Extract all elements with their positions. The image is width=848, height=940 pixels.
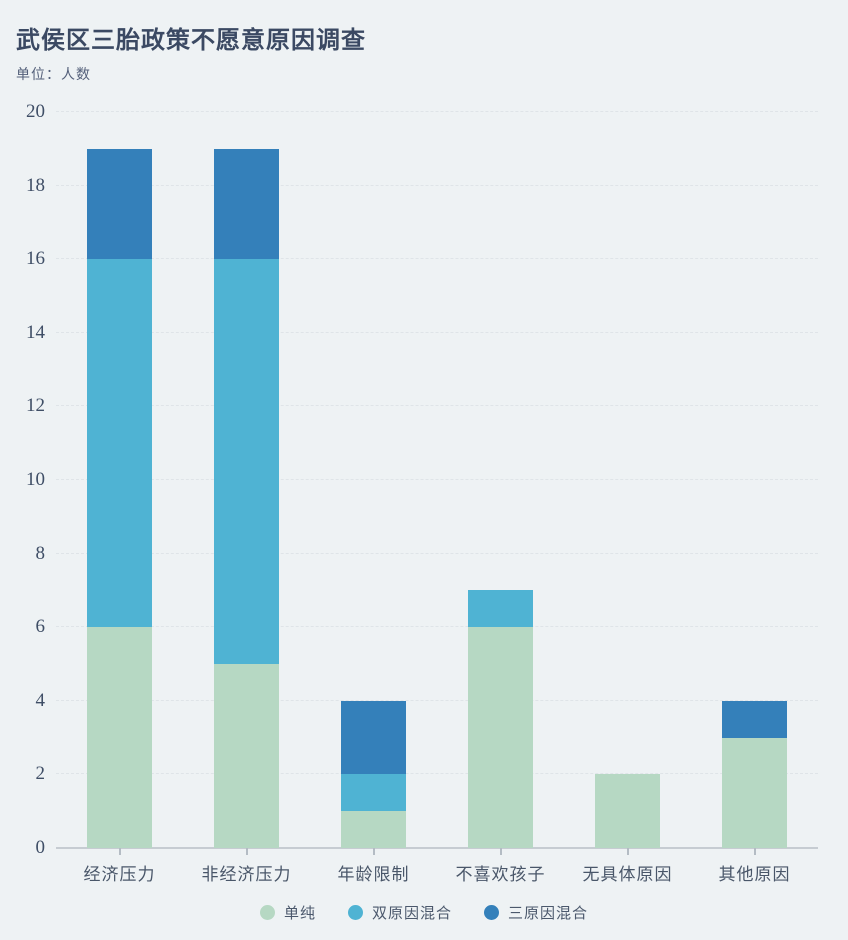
x-axis-tick: [118, 848, 121, 855]
bar-segment[interactable]: [468, 590, 533, 628]
bar-segment[interactable]: [341, 700, 406, 775]
gridline: [56, 626, 818, 628]
legend-label: 三原因混合: [508, 905, 589, 922]
y-axis-tick-label: 14: [26, 321, 45, 343]
y-axis-tick-label: 8: [35, 542, 46, 564]
legend-label: 单纯: [283, 905, 316, 922]
gridline: [56, 331, 818, 333]
y-axis-tick-label: 18: [26, 174, 45, 196]
chart-legend: 单纯 双原因混合 三原因混合: [0, 902, 848, 923]
x-axis-category-label: 年龄限制: [337, 865, 410, 884]
legend-swatch-icon: [259, 905, 275, 920]
y-axis-tick-label: 6: [35, 616, 46, 638]
bar-segment[interactable]: [341, 774, 406, 812]
gridline: [56, 699, 818, 701]
plot-area: [56, 111, 818, 855]
bar-segment[interactable]: [214, 148, 279, 260]
y-axis-tick-label: 0: [35, 837, 46, 858]
x-axis-tick: [753, 848, 756, 855]
x-axis-category-label: 不喜欢孩子: [455, 865, 546, 884]
bar-segment[interactable]: [214, 259, 279, 664]
bar-5[interactable]: [595, 112, 660, 848]
chart-header: 武侯区三胎政策不愿意原因调查 单位：人数: [16, 20, 366, 84]
x-axis-category-label: 经济压力: [83, 865, 156, 884]
x-axis-tick: [626, 848, 629, 855]
bar-1[interactable]: [87, 112, 152, 848]
bar-2[interactable]: [214, 112, 279, 848]
y-axis-tick-label: 16: [26, 248, 45, 270]
y-axis-tick-label: 20: [26, 101, 45, 122]
y-axis-tick-label: 12: [26, 395, 45, 417]
gridline: [56, 773, 818, 775]
legend-label: 双原因混合: [371, 905, 452, 922]
bar-segment[interactable]: [87, 627, 152, 848]
bar-segment[interactable]: [595, 774, 660, 848]
legend-swatch-icon: [347, 905, 363, 920]
x-axis-category-label: 无具体原因: [582, 865, 673, 884]
y-axis-tick-label: 4: [35, 689, 46, 711]
legend-item[interactable]: 双原因混合: [347, 902, 452, 923]
x-axis-line: [56, 847, 818, 849]
gridline: [56, 552, 818, 554]
gridline: [56, 184, 818, 186]
chart-title: 武侯区三胎政策不愿意原因调查: [16, 27, 366, 54]
x-axis-tick: [499, 848, 502, 855]
x-axis-category-labels: 经济压力 非经济压力 年龄限制 不喜欢孩子 无具体原因 其他原因: [56, 860, 818, 884]
x-axis-tick: [372, 848, 375, 855]
bar-4[interactable]: [468, 112, 533, 848]
bar-6[interactable]: [722, 112, 787, 848]
gridline: [56, 111, 818, 112]
x-axis-category-label: 其他原因: [718, 865, 791, 884]
bar-segment[interactable]: [468, 627, 533, 848]
bar-segment[interactable]: [341, 811, 406, 848]
x-axis-category-label: 非经济压力: [201, 865, 292, 884]
bar-segment[interactable]: [722, 737, 787, 848]
bar-segment[interactable]: [722, 700, 787, 738]
bar-segment[interactable]: [87, 148, 152, 260]
bar-segment[interactable]: [214, 664, 279, 848]
bar-3[interactable]: [341, 112, 406, 848]
bar-segment[interactable]: [87, 259, 152, 628]
x-axis-tick: [245, 848, 248, 855]
y-axis-tick-label: 10: [26, 469, 45, 490]
legend-swatch-icon: [484, 905, 499, 920]
unit-label: 单位：人数: [16, 66, 91, 82]
gridline: [56, 258, 818, 260]
gridline: [56, 405, 818, 407]
legend-item[interactable]: 单纯: [259, 902, 316, 923]
gridline: [56, 479, 818, 480]
y-axis-tick-label: 2: [35, 763, 46, 785]
legend-item[interactable]: 三原因混合: [484, 902, 588, 923]
